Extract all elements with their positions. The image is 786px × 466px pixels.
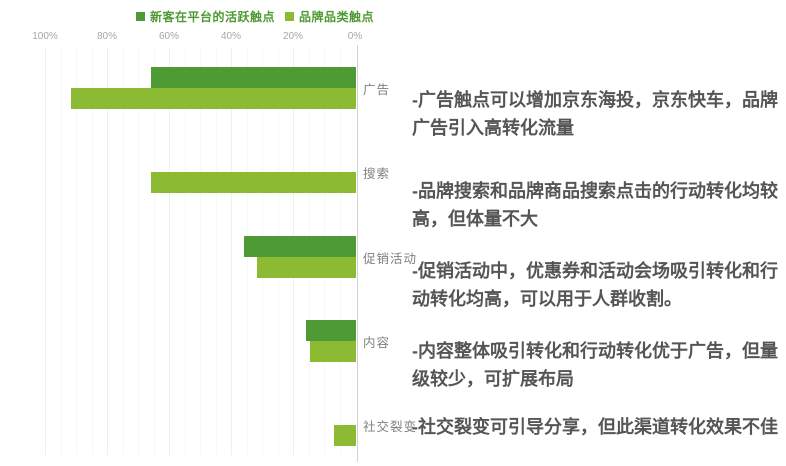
- x-tick-label: 0%: [347, 31, 363, 42]
- annotation-note-2: -品牌搜索和品牌商品搜索点击的行动转化均较高，但体量不大: [412, 181, 778, 229]
- gridline: [216, 48, 217, 455]
- x-tick-label: 100%: [32, 31, 58, 42]
- bar-series2-cat4: [309, 340, 356, 362]
- gridline: [169, 48, 170, 455]
- bar-series1-cat1: [151, 67, 356, 88]
- bar-series1-cat4: [306, 319, 356, 341]
- bar-series2-cat3: [256, 256, 356, 278]
- legend-swatch-icon: [136, 12, 145, 21]
- legend-label: 新客在平台的活跃触点: [150, 10, 276, 24]
- gridline: [154, 48, 155, 455]
- category-label: 搜索: [363, 167, 391, 182]
- legend-label: 品牌品类触点: [299, 10, 375, 24]
- gridline: [92, 48, 93, 455]
- gridline: [45, 48, 46, 455]
- gridline: [200, 48, 201, 455]
- gridline: [123, 48, 124, 455]
- baseline-axis: [357, 45, 358, 462]
- x-tick-label: 80%: [96, 31, 117, 42]
- chart-legend: 新客在平台的活跃触点 品牌品类触点: [136, 8, 374, 25]
- category-label: 社交裂变: [363, 420, 418, 434]
- gridline: [76, 48, 77, 455]
- category-label: 广告: [363, 83, 391, 97]
- annotation-note-4: -内容整体吸引转化和行动转化优于广告，但量级较少，可扩展布局: [412, 341, 778, 389]
- annotation-note-3: -促销活动中，优惠券和活动会场吸引转化和行动转化均高，可以用于人群收割。: [412, 261, 778, 309]
- legend-swatch-icon: [285, 12, 295, 21]
- bar-series2-cat1: [70, 88, 356, 109]
- x-tick-label: 20%: [282, 31, 303, 42]
- legend-item-1: 新客在平台的活跃触点: [136, 8, 275, 25]
- category-label: 内容: [363, 335, 391, 350]
- gridline: [107, 48, 108, 455]
- category-label: 促销活动: [363, 251, 418, 266]
- annotation-note-1: -广告触点可以增加京东海投，京东快车，品牌广告引入高转化流量: [412, 90, 778, 138]
- gridline: [61, 48, 62, 455]
- bar-series2-cat2: [151, 172, 356, 194]
- gridline: [185, 48, 186, 455]
- legend-item-2: 品牌品类触点: [285, 8, 374, 25]
- annotation-note-5: -社交裂变可引导分享，但此渠道转化效果不佳: [412, 417, 778, 437]
- bar-series1-cat3: [244, 235, 356, 257]
- bar-series2-cat5: [334, 425, 356, 446]
- gridline: [138, 48, 139, 455]
- x-tick-label: 40%: [220, 31, 241, 42]
- x-tick-label: 60%: [158, 31, 179, 42]
- gridline: [231, 48, 232, 455]
